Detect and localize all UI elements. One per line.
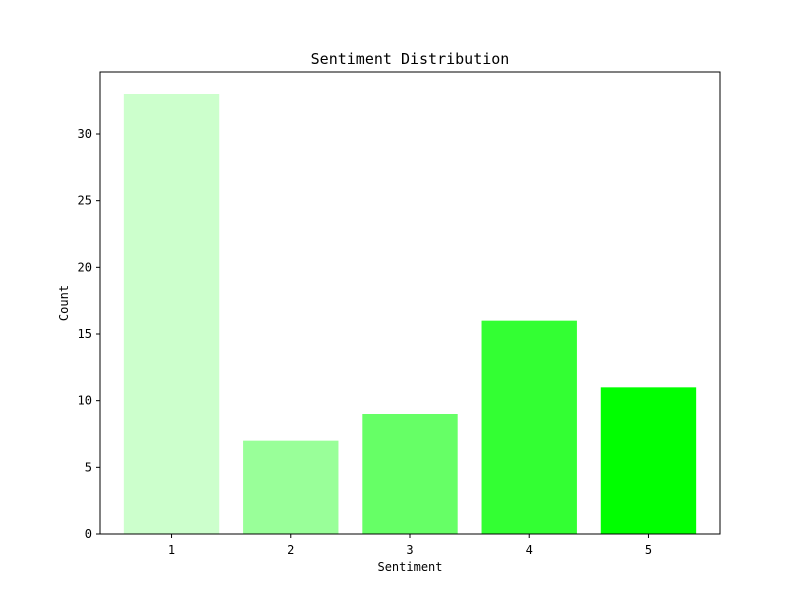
x-tick-label: 1 xyxy=(168,543,175,557)
bar-2 xyxy=(243,440,339,534)
x-tick-label: 5 xyxy=(645,543,652,557)
x-tick-label: 3 xyxy=(406,543,413,557)
y-tick-label: 25 xyxy=(78,194,92,208)
bar-4 xyxy=(481,320,577,534)
y-tick-label: 5 xyxy=(85,460,92,474)
x-axis-ticks: 1 2 3 4 5 xyxy=(168,534,652,557)
plot-area-frame xyxy=(99,71,721,535)
y-tick-label: 10 xyxy=(78,394,92,408)
y-tick-label: 20 xyxy=(78,260,92,274)
chart-title: Sentiment Distribution xyxy=(311,50,510,68)
y-axis-label: Count xyxy=(57,285,71,321)
bars-group xyxy=(123,94,697,534)
bar-1 xyxy=(123,94,220,534)
x-tick-label: 2 xyxy=(287,543,294,557)
bar-5 xyxy=(600,387,697,534)
y-tick-label: 0 xyxy=(85,527,92,541)
x-axis-label: Sentiment xyxy=(377,560,442,574)
y-axis-ticks: 0 5 10 15 20 25 30 xyxy=(78,127,100,541)
y-tick-label: 15 xyxy=(78,327,92,341)
y-tick-label: 30 xyxy=(78,127,92,141)
bar-3 xyxy=(362,414,458,534)
x-tick-label: 4 xyxy=(526,543,533,557)
